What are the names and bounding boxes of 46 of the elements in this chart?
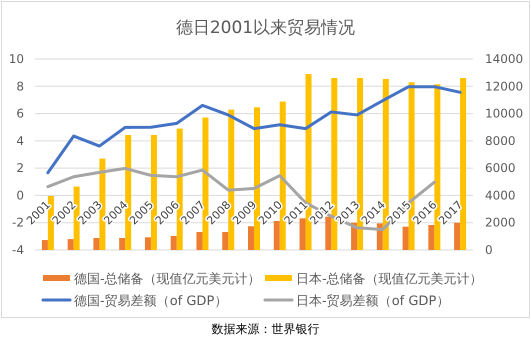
chart-title: 德日2001以来贸易情况 [176, 18, 356, 38]
legend-label: 日本-总储备（现值亿元美元计） [296, 271, 483, 287]
y2-tick-label: 6000 [485, 161, 516, 176]
bar [222, 232, 228, 250]
bar [254, 107, 260, 250]
bar [454, 222, 460, 250]
bar [93, 238, 100, 250]
bar [280, 102, 286, 250]
y-tick-label: 4 [16, 134, 24, 148]
bar [460, 78, 466, 250]
y2-tick-label: 10000 [485, 106, 524, 121]
y-tick-label: -2 [12, 216, 24, 230]
bar [144, 237, 151, 250]
y2-tick-label: 2000 [485, 216, 516, 230]
bar [428, 225, 434, 250]
y2-tick-label: 0 [485, 243, 493, 257]
bar [228, 110, 234, 250]
bar [176, 128, 183, 250]
y-tick-label: 10 [8, 52, 24, 66]
bar [402, 226, 409, 250]
legend-label: 德国-贸易差额（of GDP） [74, 294, 228, 309]
bar [125, 134, 132, 250]
y2-tick-label: 12000 [485, 79, 524, 94]
bar [382, 78, 389, 250]
source-note: 数据来源：世界银行 [212, 322, 320, 336]
bar [68, 239, 74, 250]
bar [202, 118, 208, 250]
bar [170, 236, 177, 250]
y-tick-label: 8 [16, 79, 24, 94]
y-tick-label: 2 [16, 161, 24, 176]
bar [434, 84, 440, 250]
bar [99, 158, 106, 250]
bar [119, 238, 126, 250]
bar [248, 226, 254, 250]
line-series [46, 85, 462, 174]
y-tick-label: -4 [12, 243, 24, 257]
y2-tick-label: 4000 [485, 188, 516, 202]
y2-tick-label: 8000 [485, 134, 516, 148]
bar [42, 240, 48, 250]
y2-tick-label: 14000 [485, 52, 524, 66]
legend-label: 日本-贸易差额（of GDP） [296, 294, 450, 309]
bar [150, 134, 157, 250]
bar [196, 232, 202, 250]
y-tick-label: 0 [16, 188, 24, 202]
legend-label: 德国-总储备（现值亿元美元计） [74, 271, 261, 287]
y-tick-label: 6 [16, 106, 24, 121]
